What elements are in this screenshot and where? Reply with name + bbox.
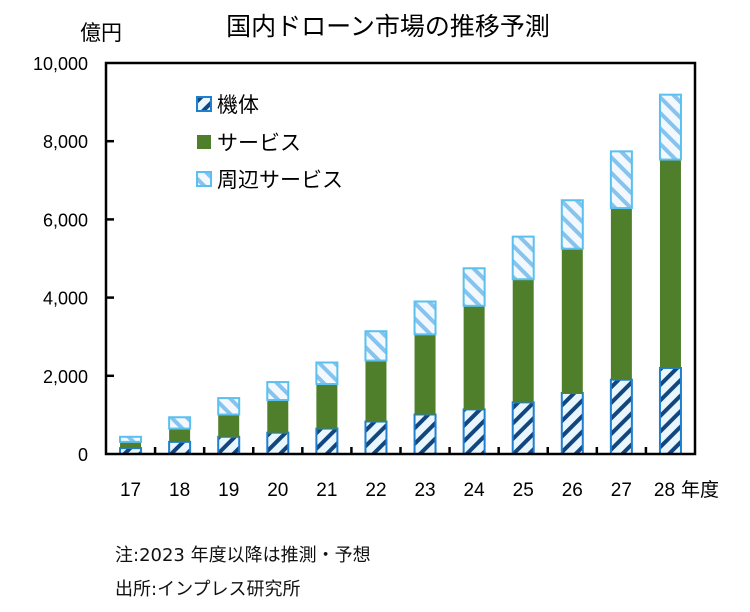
y-tick-label: 8,000 [43,132,88,152]
y-tick-label: 10,000 [33,54,88,74]
bar-segment-service [218,414,240,437]
legend-item: サービス [197,131,301,155]
bar-segment-service [169,428,191,442]
bar-segment-service [512,279,534,403]
bar-segment-peripheral [315,361,339,386]
x-tick-label: 24 [464,480,486,501]
x-tick-label: 17 [120,480,141,501]
legend-label: 周辺サービス [217,168,343,192]
legend: 機体 サービス 周辺サービス [196,93,343,192]
bar-segment-kitai [315,427,339,455]
x-axis: 17 18 19 20 21 22 23 24 25 26 27 28 [120,447,675,501]
bar-segment-service [463,305,485,410]
legend-swatch-peripheral [196,171,212,187]
bar-segment-peripheral [560,199,584,250]
legend-item: 周辺サービス [196,168,343,192]
bar-segment-service [267,400,289,433]
x-tick-label: 21 [316,480,337,501]
bar-segment-peripheral [413,300,437,336]
x-tick-label: 20 [267,480,288,501]
source-note: 出所:インプレス研究所 [115,579,301,600]
bar-segment-peripheral [511,235,535,281]
plot-frame [104,61,697,456]
bar-segment-kitai [413,413,437,456]
legend-label: サービス [217,131,301,155]
y-tick-label: 0 [78,445,88,465]
x-tick-label: 23 [414,480,435,501]
y-axis: 0 2,000 4,000 6,000 8,000 10,000 [33,54,114,465]
chart-title: 国内ドローン市場の推移予測 [226,12,550,41]
y-tick-label: 2,000 [43,367,88,387]
bar-segment-service [610,208,632,380]
x-axis-unit: 年度 [681,479,719,501]
bar-segment-kitai [658,366,682,456]
bar-segment-service [561,248,583,394]
x-tick-label: 19 [218,480,239,501]
bar-segment-peripheral [168,416,192,430]
bar-segment-peripheral [364,330,388,362]
x-tick-label: 25 [513,480,534,501]
bar-segment-peripheral [119,435,143,443]
legend-swatch-service [197,135,211,149]
bar-segment-kitai [266,431,290,455]
bar-segment-service [365,360,387,422]
x-tick-label: 27 [611,480,632,501]
bar-segment-kitai [217,435,241,455]
bar-segment-service [659,159,681,368]
bar-segment-peripheral [462,267,486,307]
bar-segment-kitai [462,408,486,455]
bar-segment-kitai [609,378,633,455]
bar-segment-kitai [168,440,192,455]
bar-segment-service [316,384,338,429]
bar-segment-peripheral [217,397,241,416]
y-tick-label: 4,000 [43,289,88,309]
x-tick-label: 18 [169,480,190,501]
bar-segment-peripheral [609,150,633,210]
footnote: 注:2023 年度以降は推測・予想 [115,545,371,566]
legend-swatch-kitai [196,96,212,112]
x-tick-label: 28 [654,480,675,501]
bar-segment-kitai [364,420,388,455]
bar-segment-service [414,334,436,415]
x-tick-label: 26 [562,480,583,501]
legend-label: 機体 [217,93,259,117]
bar-segment-peripheral [266,381,290,402]
legend-item: 機体 [196,93,259,117]
bar-segment-kitai [511,401,535,455]
y-tick-label: 6,000 [43,210,88,230]
bars [119,93,682,456]
y-axis-unit: 億円 [80,21,122,45]
bar-segment-service [120,441,142,449]
x-tick-label: 22 [365,480,386,501]
bar-segment-kitai [560,392,584,455]
bar-segment-peripheral [658,93,682,161]
